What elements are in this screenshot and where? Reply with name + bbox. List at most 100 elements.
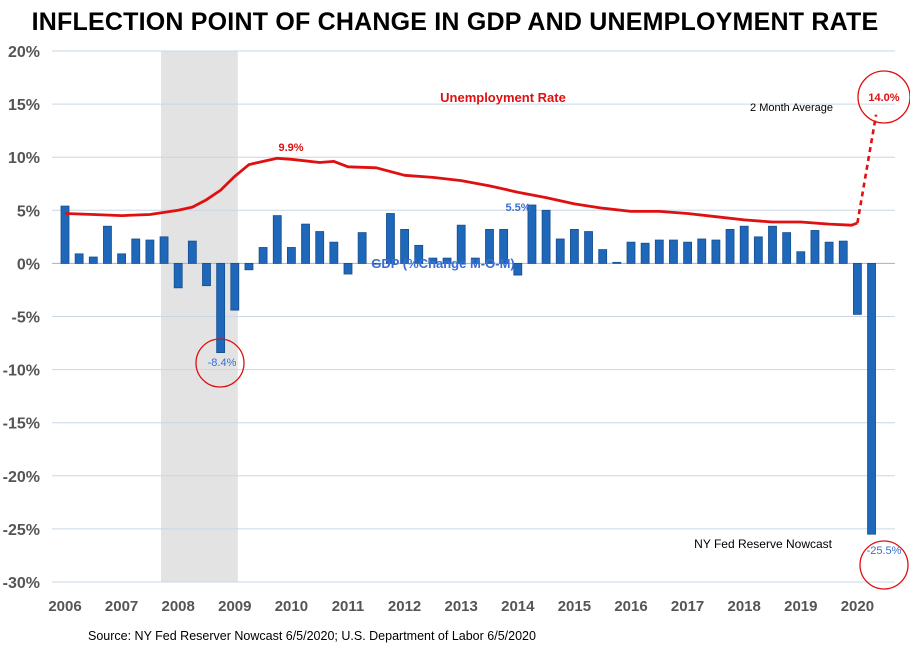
chart-title: INFLECTION POINT OF CHANGE IN GDP AND UN… [31, 8, 879, 36]
gdp-bar [640, 242, 650, 264]
gdp-bar [810, 230, 820, 264]
gdp-bar [697, 238, 707, 264]
gdp-bar [739, 225, 749, 264]
gdp-bar [159, 236, 169, 264]
gdp-bar [626, 241, 636, 264]
gdp-bar [470, 257, 480, 264]
gdp-bar [711, 239, 721, 264]
gdp-bar [386, 213, 395, 264]
x-tick-label: 2014 [501, 598, 535, 615]
x-tick-label: 2011 [332, 598, 365, 615]
unemployment-peak-label: 9.9% [278, 142, 303, 154]
gdp-bar [725, 229, 735, 264]
gdp-bar [187, 240, 197, 264]
gdp-bar [824, 241, 834, 264]
gdp-bar [753, 236, 763, 264]
gdp-bar [669, 239, 678, 264]
gdp-bar [230, 262, 240, 311]
gdp-bar [683, 241, 692, 264]
y-tick-label: 5% [17, 203, 40, 220]
gdp-bar [74, 253, 84, 264]
unemployment-series-label: Unemployment Rate [440, 90, 566, 105]
x-tick-label: 2015 [558, 598, 591, 615]
gdp-bar [329, 241, 339, 264]
gdp-bar [456, 224, 466, 264]
y-tick-label: -25% [3, 522, 40, 539]
gdp-bar [357, 232, 367, 264]
gdp-bar [371, 262, 381, 265]
gdp-bar [598, 249, 608, 264]
y-tick-label: -10% [3, 363, 40, 380]
gdp-bar [272, 215, 282, 264]
annotations: Unemployment Rate GDP (%Change M-O-M) 9.… [195, 70, 910, 590]
gdp-bar [853, 262, 862, 315]
x-tick-label: 2016 [614, 598, 647, 615]
x-axis: 2006 2007 2008 2009 2010 2011 2012 2013 2014 2015… [48, 598, 874, 615]
gdp-bar [414, 244, 424, 264]
gdp-bar [527, 204, 537, 264]
gdp-bars [60, 204, 876, 535]
gdp-bar [584, 231, 593, 264]
gdp-bar [202, 262, 211, 287]
x-tick-label: 2009 [218, 598, 251, 615]
gdp-bar [555, 238, 565, 264]
gdp-2020-label: -25.5% [867, 545, 902, 557]
x-tick-label: 2012 [388, 598, 421, 615]
x-tick-label: 2017 [671, 598, 704, 615]
unemployment-line [64, 156, 858, 227]
gdp-bar [428, 257, 438, 264]
gdp-trough-circle [195, 338, 245, 388]
source-note: Source: NY Fed Reserver Nowcast 6/5/2020… [88, 629, 536, 643]
x-tick-label: 2008 [162, 598, 195, 615]
gdp-bar [782, 232, 792, 264]
x-tick-label: 2013 [445, 598, 478, 615]
gdp-bar [173, 262, 183, 289]
unemp-2020-label: 14.0% [868, 92, 899, 104]
gdp-bar [654, 239, 664, 264]
x-tick-label: 2020 [841, 598, 874, 615]
gdp-2020-circle [859, 540, 909, 590]
two-month-average-label: 2 Month Average [750, 102, 833, 114]
y-tick-label: 15% [8, 97, 40, 114]
gdp-bar [768, 225, 777, 264]
y-tick-label: 20% [8, 44, 40, 61]
y-tick-label: -15% [3, 416, 40, 433]
y-tick-label: -5% [12, 310, 40, 327]
gdp-bar [258, 247, 268, 264]
gdp-bar [216, 262, 226, 354]
x-tick-label: 2018 [728, 598, 761, 615]
gdp-bar [838, 240, 848, 264]
gdp-bar [570, 229, 579, 264]
gdp-2014-label: 5.5% [505, 202, 530, 214]
gdp-bar [301, 223, 310, 264]
x-tick-label: 2010 [275, 598, 308, 615]
gdp-bar [499, 229, 509, 264]
nowcast-label: NY Fed Reserve Nowcast [694, 537, 832, 551]
gdp-bar [131, 238, 141, 264]
gdp-bar [60, 205, 70, 264]
gdp-bar [513, 262, 523, 276]
gdp-bar [145, 239, 155, 264]
gdp-bar [315, 231, 325, 264]
y-tick-label: 0% [17, 256, 40, 273]
unemployment-line-layer [64, 114, 878, 227]
x-tick-label: 2006 [48, 598, 81, 615]
gdp-bar [442, 257, 452, 264]
y-tick-label: -20% [3, 469, 40, 486]
gdp-bar [103, 225, 112, 264]
gdp-series-label: GDP (%Change M-O-M) [371, 256, 514, 271]
unemp-2020-circle [857, 70, 910, 124]
gdp-bar [796, 251, 806, 264]
projection-line [856, 114, 878, 224]
gdp-bar [244, 262, 254, 271]
y-axis: 20% 15% 10% 5% 0% -5% -10% -15% -20% -25% -30% [3, 44, 40, 592]
gdp-trough-label: -8.4% [208, 357, 237, 369]
gdp-bar [286, 247, 296, 264]
gdp-bar [612, 261, 622, 264]
y-tick-label: 10% [8, 150, 40, 167]
gdp-bar [343, 262, 353, 275]
gdp-bar [541, 209, 551, 264]
y-tick-label: -30% [3, 575, 40, 592]
gdp-bar [117, 253, 126, 264]
